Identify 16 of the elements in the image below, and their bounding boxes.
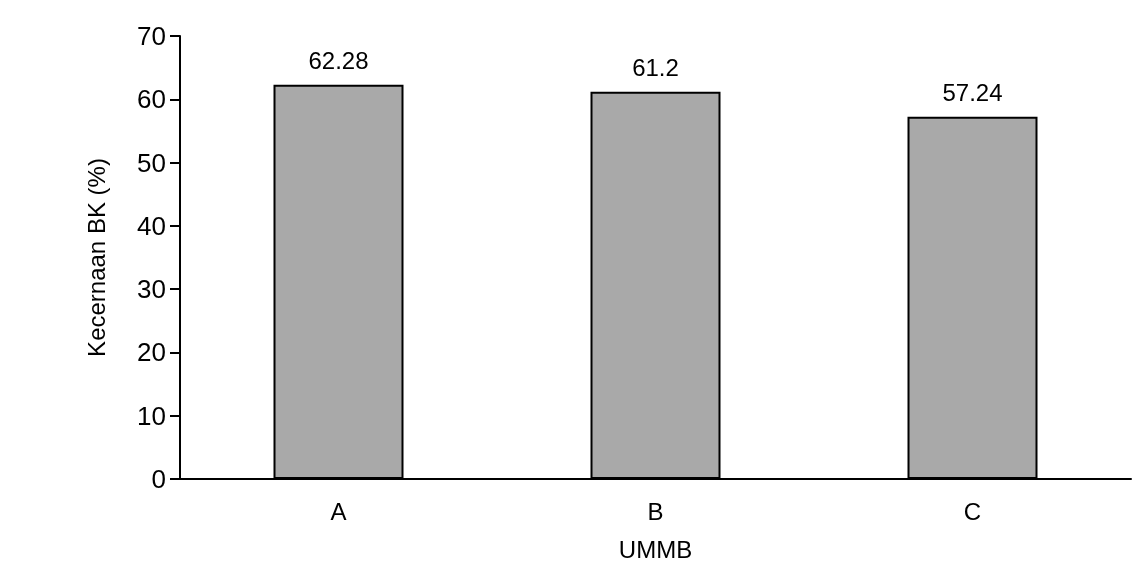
y-tick-label: 10 [137, 400, 166, 431]
y-tick-label: 30 [137, 274, 166, 305]
y-tick-label: 40 [137, 210, 166, 241]
data-label: 61.2 [632, 54, 679, 82]
x-axis-title: UMMB [618, 535, 693, 563]
data-label: 57.24 [942, 79, 1003, 107]
x-tick-label: C [963, 497, 982, 525]
y-tick-label: 50 [137, 147, 166, 178]
y-tick-label: 0 [151, 464, 166, 494]
x-tick-label: A [330, 497, 347, 525]
data-label: 62.28 [308, 47, 369, 75]
y-tick-label: 20 [137, 337, 166, 368]
y-tick-label: 70 [137, 21, 166, 51]
y-tick-label: 60 [137, 84, 166, 115]
y-axis-title: Kecernaan BK (%) [82, 158, 110, 357]
x-tick-label: B [647, 497, 664, 525]
